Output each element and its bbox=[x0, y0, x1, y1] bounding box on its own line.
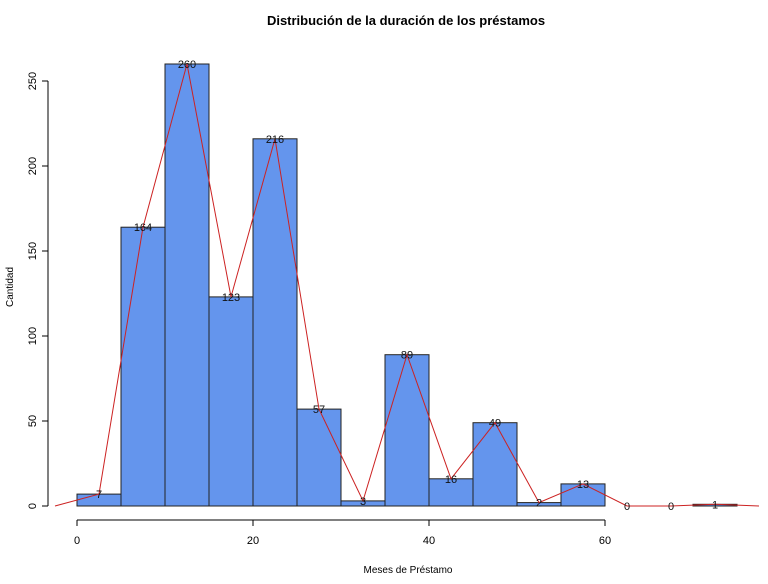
data-label: 3 bbox=[360, 496, 366, 508]
data-label: 16 bbox=[445, 474, 457, 486]
x-tick-label: 60 bbox=[599, 535, 611, 547]
data-label: 13 bbox=[577, 479, 589, 491]
x-axis-label: Meses de Préstamo bbox=[364, 565, 453, 576]
frequency-polygon-line bbox=[54, 63, 760, 507]
data-label: 49 bbox=[489, 418, 501, 430]
y-tick-label: 0 bbox=[27, 503, 39, 509]
bar-25-30 bbox=[296, 408, 342, 507]
data-label: 1 bbox=[712, 499, 718, 511]
data-label: 164 bbox=[134, 222, 152, 234]
x-tick-label: 0 bbox=[74, 535, 80, 547]
bar-15-20 bbox=[208, 296, 254, 507]
y-axis: 0 50 100 150 200 250 bbox=[27, 72, 49, 509]
y-axis-label: Cantidad bbox=[5, 267, 16, 307]
data-label: 260 bbox=[178, 59, 196, 71]
bar-10-15 bbox=[164, 63, 210, 507]
y-tick-label: 100 bbox=[27, 327, 39, 345]
data-label: 0 bbox=[624, 501, 630, 513]
bar-45-50 bbox=[472, 422, 518, 507]
data-label: 216 bbox=[266, 134, 284, 146]
y-tick-label: 200 bbox=[27, 157, 39, 175]
y-tick-label: 250 bbox=[27, 72, 39, 90]
x-tick-label: 40 bbox=[423, 535, 435, 547]
data-label: 57 bbox=[313, 404, 325, 416]
data-labels-group: 7 164 260 123 216 57 3 89 16 49 2 13 0 0 1 bbox=[96, 59, 718, 513]
data-label: 0 bbox=[668, 501, 674, 513]
bar-5-10 bbox=[120, 226, 166, 507]
data-label: 123 bbox=[222, 292, 240, 304]
bar-20-25 bbox=[252, 138, 298, 507]
y-tick-label: 50 bbox=[27, 415, 39, 427]
data-label: 2 bbox=[536, 498, 542, 510]
chart-title: Distribución de la duración de los prést… bbox=[267, 13, 545, 28]
data-label: 7 bbox=[96, 489, 102, 501]
x-tick-label: 20 bbox=[247, 535, 259, 547]
bar-35-40 bbox=[384, 354, 430, 507]
x-axis: 0 20 40 60 bbox=[74, 519, 611, 547]
y-tick-label: 150 bbox=[27, 242, 39, 260]
data-label: 89 bbox=[401, 350, 413, 362]
bars-group bbox=[76, 63, 738, 507]
